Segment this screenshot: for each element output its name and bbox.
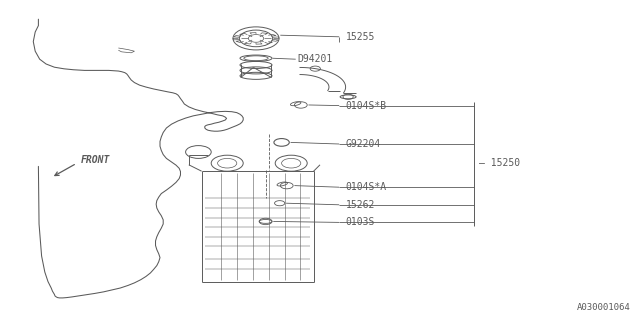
Text: G92204: G92204 xyxy=(346,139,381,149)
Text: 15262: 15262 xyxy=(346,200,375,210)
Text: A030001064: A030001064 xyxy=(577,303,630,312)
Text: 0103S: 0103S xyxy=(346,217,375,228)
Text: FRONT: FRONT xyxy=(81,155,111,165)
Text: 15255: 15255 xyxy=(346,32,375,42)
Text: 0104S*A: 0104S*A xyxy=(346,182,387,192)
Text: 0104S*B: 0104S*B xyxy=(346,100,387,111)
Text: — 15250: — 15250 xyxy=(479,158,520,168)
Text: D94201: D94201 xyxy=(298,54,333,64)
